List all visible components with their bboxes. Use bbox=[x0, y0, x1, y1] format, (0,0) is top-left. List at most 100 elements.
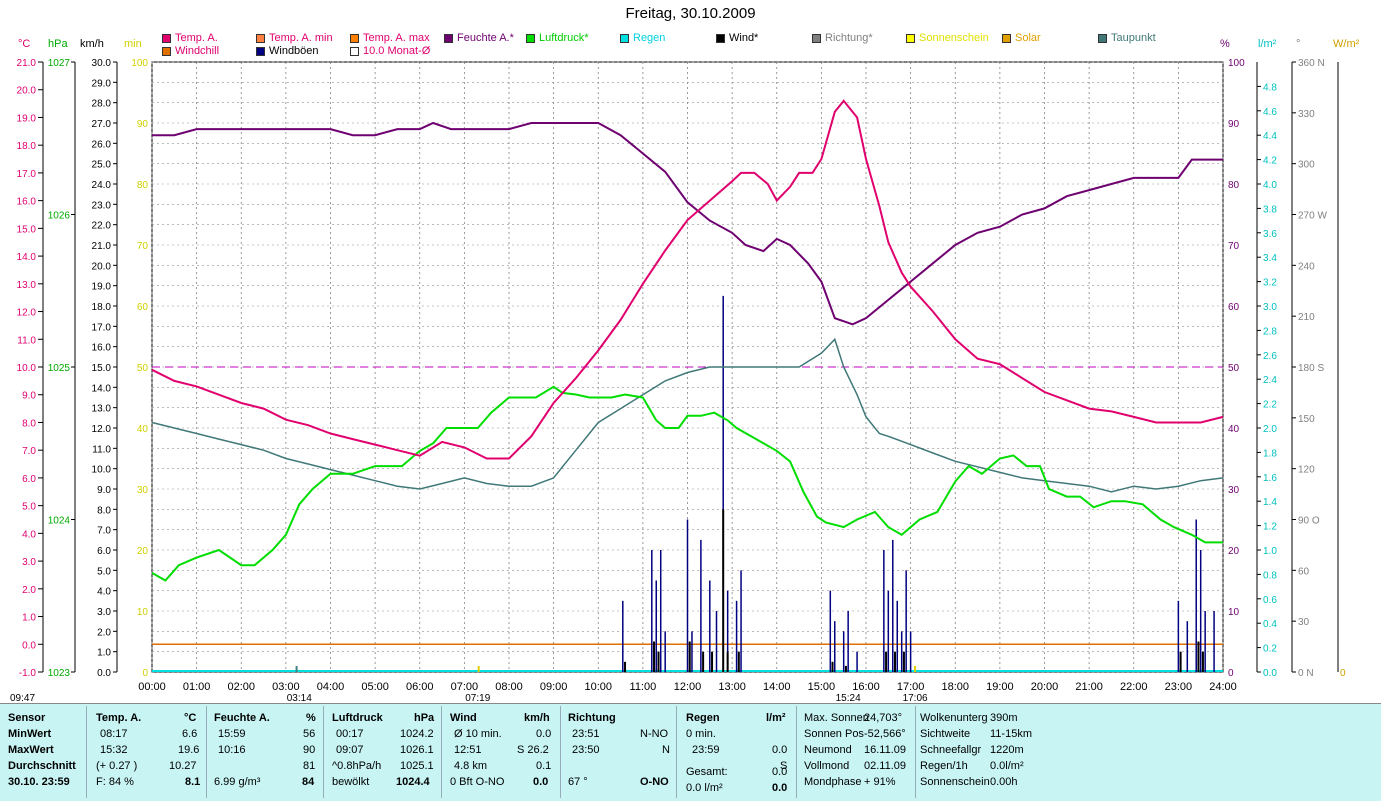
sun-tick-label: 100 bbox=[131, 58, 148, 69]
temp-tick-label: 17.0 bbox=[17, 169, 37, 180]
pressure-tick-label: 1024 bbox=[48, 516, 71, 527]
temp-tick-label: 4.0 bbox=[22, 529, 36, 540]
wind-tick-label: 21.0 bbox=[92, 241, 112, 252]
legend-label: Regen bbox=[633, 32, 666, 44]
wind-tick-label: 0.0 bbox=[97, 668, 111, 679]
rain-tick-label: 3.6 bbox=[1263, 229, 1277, 240]
wind-tick-label: 4.0 bbox=[97, 587, 111, 598]
temp-tick-label: 6.0 bbox=[22, 474, 36, 485]
hum-header-unit: % bbox=[306, 712, 316, 724]
legend-label: Solar bbox=[1015, 32, 1041, 44]
chart-title: Freitag, 30.10.2009 bbox=[625, 5, 756, 22]
sunset-marker: 17:06 bbox=[903, 693, 928, 703]
wind-tick-label: 22.0 bbox=[92, 221, 112, 232]
wind-unit: km/h bbox=[80, 38, 104, 50]
temp-tick-label: 15.0 bbox=[17, 224, 37, 235]
rain-tick-label: 0.8 bbox=[1263, 570, 1277, 581]
rain-r3-label: S bbox=[780, 760, 788, 772]
misc-value: 0.00h bbox=[990, 776, 1018, 788]
sun-unit: min bbox=[124, 38, 142, 50]
legend-item: Windböen bbox=[256, 45, 319, 57]
time-tick-label: 18:00 bbox=[941, 681, 969, 693]
temp-max-time: 15:32 bbox=[100, 744, 128, 756]
astro-value: -52,566° bbox=[864, 728, 906, 740]
time-tick-label: 15:00 bbox=[808, 681, 836, 693]
wind-run-value: 0.1 bbox=[536, 760, 552, 772]
humidity-unit: % bbox=[1220, 38, 1230, 50]
hum-min-time: 15:59 bbox=[218, 728, 246, 740]
humidity-tick-label: 10 bbox=[1228, 607, 1240, 618]
rain-unit: l/m² bbox=[1258, 38, 1277, 50]
time-tick-label: 00:00 bbox=[138, 681, 166, 693]
sun-tick-label: 30 bbox=[137, 485, 149, 496]
temp-tick-label: 14.0 bbox=[17, 252, 37, 263]
time-tick-label: 05:00 bbox=[361, 681, 389, 693]
rain-tick-label: 3.2 bbox=[1263, 278, 1277, 289]
wind-tick-label: 13.0 bbox=[92, 404, 112, 415]
time-tick-label: 21:00 bbox=[1075, 681, 1103, 693]
rain-header-unit: l/m² bbox=[766, 712, 786, 724]
humidity-tick-label: 20 bbox=[1228, 546, 1240, 557]
legend-item: Wind* bbox=[716, 32, 758, 44]
wind-tick-label: 24.0 bbox=[92, 180, 112, 191]
legend-item: 10.0 Monat-Ø bbox=[350, 45, 430, 57]
temp-tick-label: 0.0 bbox=[22, 640, 36, 651]
time-tick-label: 19:00 bbox=[986, 681, 1014, 693]
pressure-tick-label: 1027 bbox=[48, 58, 71, 69]
time-tick-label: 23:00 bbox=[1165, 681, 1193, 693]
stats-panel: Sensor MinWert MaxWert Durchschnitt 30.1… bbox=[0, 703, 1381, 801]
temp-current-value: 8.1 bbox=[185, 776, 201, 788]
legend-label: Richtung* bbox=[825, 32, 873, 44]
temp-tick-label: 2.0 bbox=[22, 585, 36, 596]
press-max-value: 1026.1 bbox=[400, 744, 434, 756]
dir-r2-value: N bbox=[662, 744, 670, 756]
direction-tick-label: 300 bbox=[1298, 160, 1315, 171]
temp-tick-label: 5.0 bbox=[22, 502, 36, 513]
time-tick-label: 17:00 bbox=[897, 681, 925, 693]
legend-label: Windchill bbox=[175, 45, 220, 57]
temp-tick-label: 7.0 bbox=[22, 446, 36, 457]
direction-tick-label: 60 bbox=[1298, 566, 1310, 577]
rain-tick-label: 4.4 bbox=[1263, 131, 1277, 142]
time-tick-label: 24:00 bbox=[1209, 681, 1237, 693]
rain-current-value: 0.0 bbox=[772, 782, 788, 794]
legend-swatch bbox=[620, 33, 629, 43]
max-label: MaxWert bbox=[8, 744, 54, 756]
press-min-time: 00:17 bbox=[336, 728, 364, 740]
temp-header: Temp. A. bbox=[96, 712, 142, 724]
dir-r2-time: 23:50 bbox=[572, 744, 600, 756]
humidity-tick-label: 80 bbox=[1228, 180, 1240, 191]
press-header-unit: hPa bbox=[414, 712, 435, 724]
astro-label: Neumond bbox=[804, 744, 852, 756]
pressure-tick-label: 1026 bbox=[48, 211, 71, 222]
rain-tick-label: 0.6 bbox=[1263, 595, 1277, 606]
misc-value: 0.0l/m² bbox=[990, 760, 1024, 772]
legend-swatch bbox=[716, 33, 725, 43]
wind-tick-label: 14.0 bbox=[92, 383, 112, 394]
wind-tick-label: 3.0 bbox=[97, 607, 111, 618]
time-tick-label: 16:00 bbox=[852, 681, 880, 693]
press-min-value: 1024.2 bbox=[400, 728, 434, 740]
current-date: 30.10. 23:59 bbox=[8, 776, 70, 788]
wind-tick-label: 17.0 bbox=[92, 322, 112, 333]
hum-avg-value: 81 bbox=[303, 760, 316, 772]
legend-item: Taupunkt bbox=[1098, 32, 1156, 44]
rain-tick-label: 0.4 bbox=[1263, 619, 1277, 630]
sun-marker-left: 09:47 bbox=[10, 693, 35, 703]
time-tick-label: 20:00 bbox=[1031, 681, 1059, 693]
rain-tick-label: 1.8 bbox=[1263, 448, 1277, 459]
temp-tick-label: 8.0 bbox=[22, 418, 36, 429]
humidity-line bbox=[152, 121, 1223, 326]
temp-tick-label: 21.0 bbox=[17, 58, 37, 69]
rain-tick-label: 4.2 bbox=[1263, 156, 1277, 167]
rain-tick-label: 3.4 bbox=[1263, 253, 1277, 264]
direction-tick-label: 330 bbox=[1298, 109, 1315, 120]
wind-max-time: 12:51 bbox=[454, 744, 482, 756]
noon-marker: 15:24 bbox=[836, 693, 861, 703]
hum-current-extra: 6.99 g/m³ bbox=[214, 776, 261, 788]
direction-tick-label: 210 bbox=[1298, 312, 1315, 323]
solar-unit: W/m² bbox=[1333, 38, 1360, 50]
humidity-tick-label: 50 bbox=[1228, 363, 1240, 374]
legend-label: Temp. A. max bbox=[363, 32, 430, 44]
wind-tick-label: 11.0 bbox=[92, 444, 111, 455]
